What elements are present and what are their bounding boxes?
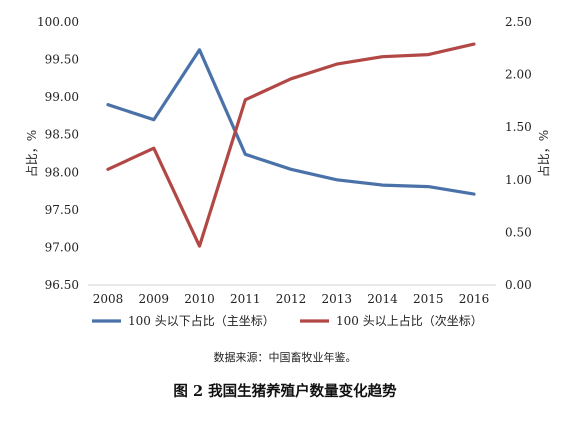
right-tick-label: 2.00: [505, 68, 532, 82]
x-tick-label: 2013: [321, 292, 352, 306]
left-tick-label: 100.00: [37, 15, 79, 29]
right-tick-label: 1.50: [505, 120, 532, 134]
figure-caption: 图 2 我国生猪养殖户数量变化趋势: [173, 382, 397, 400]
series-lines: [106, 42, 476, 248]
left-tick-label: 99.00: [45, 90, 79, 104]
left-tick-label: 99.50: [45, 53, 79, 67]
left-tick-label: 96.50: [45, 278, 79, 292]
right-axis-title: 占比，%: [536, 130, 551, 177]
right-tick-label: 1.00: [505, 173, 532, 187]
left-tick-label: 97.00: [45, 240, 79, 254]
right-tick-label: 0.50: [505, 225, 532, 239]
x-tick-label: 2010: [184, 292, 215, 306]
left-axis-title: 占比，%: [24, 130, 39, 177]
x-tick-label: 2012: [276, 292, 307, 306]
x-tick-label: 2015: [413, 292, 444, 306]
x-tick-label: 2011: [230, 292, 261, 306]
x-tick-label: 2014: [367, 292, 398, 306]
legend-label-above-100: 100 头以上占比（次坐标）: [336, 313, 483, 328]
right-axis-ticks: 0.00 0.50 1.00 1.50 2.00 2.50: [505, 15, 532, 292]
x-axis-ticks: 2008 2009 2010 2011 2012 2013 2014 2015 2016: [93, 292, 490, 306]
x-tick-label: 2008: [93, 292, 124, 306]
left-tick-label: 98.50: [45, 128, 79, 142]
right-tick-label: 2.50: [505, 15, 532, 29]
right-tick-label: 0.00: [505, 278, 532, 292]
series-line-above-100: [106, 42, 476, 248]
source-note: 数据来源：中国畜牧业年鉴。: [214, 350, 357, 364]
left-tick-label: 97.50: [45, 203, 79, 217]
series-line-below-100: [106, 48, 476, 196]
x-tick-label: 2016: [459, 292, 490, 306]
left-axis-ticks: 96.50 97.00 97.50 98.00 98.50 99.00 99.50 100.0…: [37, 15, 79, 292]
legend: 100 头以下占比（主坐标） 100 头以上占比（次坐标）: [92, 313, 483, 328]
x-tick-label: 2009: [138, 292, 169, 306]
legend-label-below-100: 100 头以下占比（主坐标）: [128, 313, 275, 328]
left-tick-label: 98.00: [45, 165, 79, 179]
